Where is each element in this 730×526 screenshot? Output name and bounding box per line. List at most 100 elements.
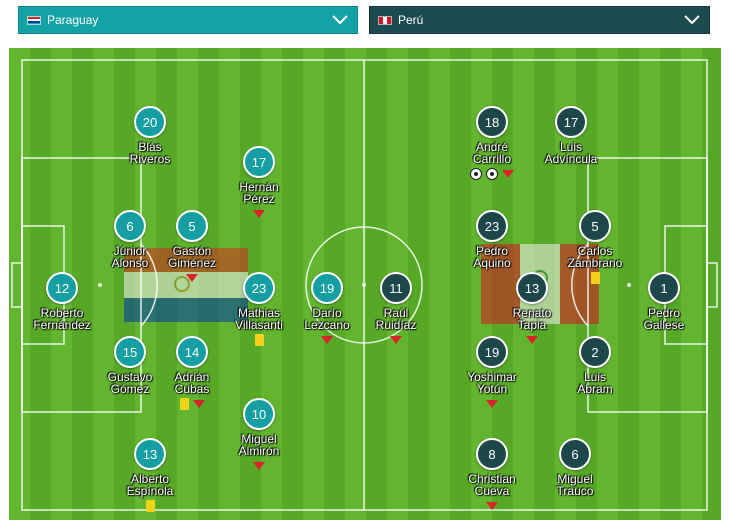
shirt-number-badge: 10 — [243, 398, 275, 430]
shirt-number-badge: 5 — [579, 210, 611, 242]
player-home-15[interactable]: 15 Gustavo Gómez — [75, 336, 185, 410]
player-first-name: Luis — [583, 370, 606, 384]
player-events — [204, 334, 314, 346]
player-home-10[interactable]: 10 Miguel Almirón — [204, 398, 314, 472]
player-name: Luis Abram — [540, 371, 650, 395]
chevron-down-icon[interactable] — [681, 9, 703, 31]
shirt-number-badge: 23 — [476, 210, 508, 242]
shirt-number-badge: 13 — [134, 438, 166, 470]
player-first-name: Mathias — [237, 306, 281, 320]
player-home-19[interactable]: 19 Darío Lezcano — [272, 272, 382, 346]
player-events — [520, 500, 630, 512]
player-home-23[interactable]: 23 Mathias Villasanti — [204, 272, 314, 346]
peru-flag-icon — [378, 15, 392, 25]
yellow-card-icon — [179, 398, 189, 410]
substitution-arrow-icon — [253, 210, 265, 218]
shirt-number-badge: 11 — [380, 272, 412, 304]
player-name: Alberto Espínola — [95, 473, 205, 497]
player-last-name: Pérez — [243, 192, 275, 206]
player-events — [437, 500, 547, 512]
shirt-number-badge: 6 — [114, 210, 146, 242]
player-last-name: Cubas — [174, 382, 210, 396]
player-away-1[interactable]: 1 Pedro Gallese — [609, 272, 719, 346]
player-name: Pedro Aquino — [437, 245, 547, 269]
player-first-name: Christian — [468, 472, 516, 486]
player-last-name: Giménez — [167, 256, 217, 270]
player-first-name: Roberto — [40, 306, 84, 320]
player-last-name: Zambrano — [567, 256, 623, 270]
player-first-name: Hernán — [239, 180, 279, 194]
player-away-6[interactable]: 6 Miguel Trauco — [520, 438, 630, 512]
player-name: Carlos Zambrano — [540, 245, 650, 269]
player-home-13[interactable]: 13 Alberto Espínola — [95, 438, 205, 512]
player-first-name: Pedro — [647, 306, 681, 320]
shirt-number-badge: 14 — [176, 336, 208, 368]
player-away-13[interactable]: 13 Renato Tapia — [477, 272, 587, 346]
shirt-number-badge: 19 — [476, 336, 508, 368]
player-first-name: Alberto — [130, 472, 170, 486]
player-home-20[interactable]: 20 Blás Riveros — [95, 106, 205, 180]
player-name: André Carrillo — [437, 141, 547, 165]
player-away-23[interactable]: 23 Pedro Aquino — [437, 210, 547, 284]
player-last-name: Lezcano — [304, 318, 350, 332]
player-events — [341, 334, 451, 346]
home-team-select[interactable]: Paraguay — [18, 6, 358, 34]
player-home-17[interactable]: 17 Hernán Pérez — [204, 146, 314, 220]
player-name: Raúl Ruidíaz — [341, 307, 451, 331]
soccer-ball-icon — [486, 168, 498, 180]
player-last-name: Advíncula — [544, 152, 598, 166]
player-last-name: Gómez — [110, 382, 150, 396]
player-away-19[interactable]: 19 Yoshimar Yotún — [437, 336, 547, 410]
player-events — [516, 168, 626, 180]
player-last-name: Carrillo — [472, 152, 511, 166]
player-name: Júnior Alonso — [75, 245, 185, 269]
player-first-name: Blás — [138, 140, 162, 154]
player-last-name: Espínola — [126, 484, 174, 498]
player-first-name: Gustavo — [107, 370, 153, 384]
player-name: Gustavo Gómez — [75, 371, 185, 395]
away-team-name: Perú — [398, 13, 424, 27]
player-first-name: Júnior — [113, 244, 147, 258]
player-home-14[interactable]: 14 Adrián Cubas — [137, 336, 247, 410]
player-name: Miguel Almirón — [204, 433, 314, 457]
player-home-6[interactable]: 6 Júnior Alonso — [75, 210, 185, 284]
player-name: Renato Tapia — [477, 307, 587, 331]
paraguay-flag-icon — [27, 15, 41, 25]
player-away-11[interactable]: 11 Raúl Ruidíaz — [341, 272, 451, 346]
player-away-18[interactable]: 18 André Carrillo — [437, 106, 547, 180]
shirt-number-badge: 13 — [516, 272, 548, 304]
player-last-name: Ruidíaz — [375, 318, 417, 332]
player-away-5[interactable]: 5 Carlos Zambrano — [540, 210, 650, 284]
away-team-select[interactable]: Perú — [369, 6, 710, 34]
player-first-name: Pedro — [475, 244, 509, 258]
substitution-arrow-icon — [253, 462, 265, 470]
substitution-arrow-icon — [390, 336, 402, 344]
player-last-name: Cueva — [474, 484, 510, 498]
player-events — [540, 272, 650, 284]
player-home-12[interactable]: 12 Roberto Fernández — [9, 272, 117, 346]
player-last-name: Fernández — [33, 318, 91, 332]
shirt-number-badge: 20 — [134, 106, 166, 138]
player-away-2[interactable]: 2 Luis Abram — [540, 336, 650, 410]
chevron-down-icon[interactable] — [329, 9, 351, 31]
player-events — [204, 208, 314, 220]
player-away-17[interactable]: 17 Luis Advíncula — [516, 106, 626, 180]
shirt-number-badge: 6 — [559, 438, 591, 470]
player-last-name: Aquino — [473, 256, 511, 270]
player-home-5[interactable]: 5 Gastón Giménez — [137, 210, 247, 284]
player-first-name: Carlos — [577, 244, 613, 258]
substitution-arrow-icon — [186, 274, 198, 282]
home-team-name: Paraguay — [47, 13, 99, 27]
player-first-name: Yoshimar — [467, 370, 517, 384]
shirt-number-badge: 19 — [311, 272, 343, 304]
shirt-number-badge: 2 — [579, 336, 611, 368]
player-events — [540, 398, 650, 410]
substitution-arrow-icon — [321, 336, 333, 344]
player-away-8[interactable]: 8 Christian Cueva — [437, 438, 547, 512]
player-first-name: Gastón — [172, 244, 212, 258]
player-events — [477, 334, 587, 346]
player-name: Gastón Giménez — [137, 245, 247, 269]
player-first-name: Miguel — [241, 432, 277, 446]
substitution-arrow-icon — [486, 502, 498, 510]
shirt-number-badge: 8 — [476, 438, 508, 470]
